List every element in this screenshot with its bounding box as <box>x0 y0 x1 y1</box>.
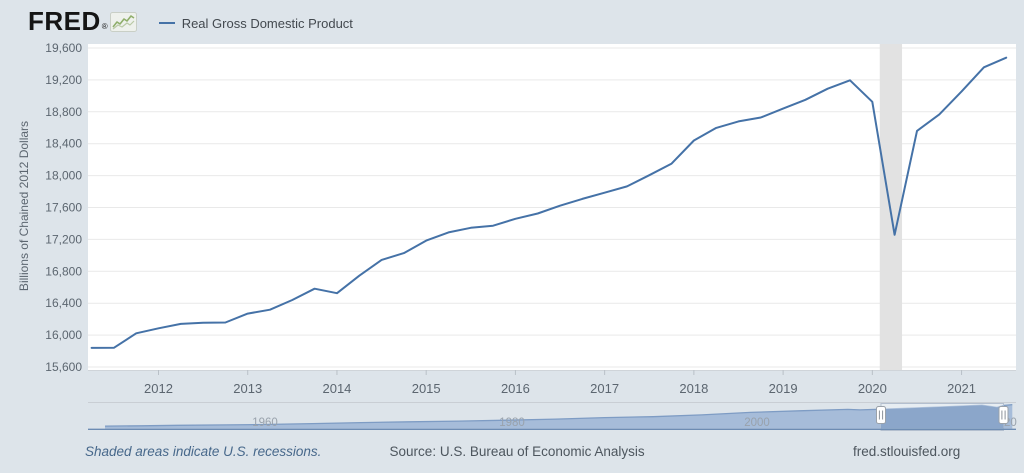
y-tick-label: 18,000 <box>45 169 82 183</box>
y-tick-label: 18,400 <box>45 137 82 151</box>
fred-logo-sparkline-icon <box>109 12 137 32</box>
x-tick-label: 2012 <box>144 381 173 396</box>
slider-area-chart <box>105 404 1013 429</box>
y-tick-label: 19,200 <box>45 73 82 87</box>
x-tick-label: 2016 <box>501 381 530 396</box>
slider-area-selected <box>881 405 1004 429</box>
fred-logo-text: FRED <box>28 6 101 36</box>
chart-legend: Real Gross Domestic Product <box>158 15 353 31</box>
recession-note-link[interactable]: Shaded areas indicate U.S. recessions. <box>85 444 322 459</box>
y-tick-label: 16,400 <box>45 296 82 310</box>
y-tick-label: 16,000 <box>45 328 82 342</box>
x-tick-label: 2021 <box>947 381 976 396</box>
source-label: Source: U.S. Bureau of Economic Analysis <box>389 444 645 459</box>
y-axis-title: Billions of Chained 2012 Dollars <box>17 120 31 292</box>
slider-handle-left[interactable] <box>876 406 886 424</box>
slider-area-line <box>104 403 1013 427</box>
x-tick-label: 2020 <box>858 381 887 396</box>
fred-site-link[interactable]: fred.stlouisfed.org <box>853 444 961 459</box>
fred-logo[interactable]: FRED ® <box>28 8 137 34</box>
y-tick-label: 17,600 <box>45 201 82 215</box>
gdp-line-chart[interactable]: 15,600 16,000 16,400 16,800 17,200 17,600 18,0… <box>0 0 1024 438</box>
footer: Shaded areas indicate U.S. recessions. S… <box>0 444 1024 464</box>
x-tick-label: 2013 <box>233 381 262 396</box>
x-tick-label: 2019 <box>769 381 798 396</box>
x-tick-label: 2017 <box>590 381 619 396</box>
header: FRED ® Real Gross Domestic Product <box>28 6 353 36</box>
slider-handle-right[interactable] <box>998 406 1009 424</box>
x-tick-label: 2018 <box>679 381 708 396</box>
y-tick-label: 17,200 <box>45 232 82 246</box>
legend-line-swatch <box>158 22 175 24</box>
gdp-line-series <box>90 56 1008 349</box>
slider-decade-label: 1960 <box>252 417 278 429</box>
y-tick-label: 16,800 <box>45 264 82 278</box>
registered-trademark-mark: ® <box>101 22 108 31</box>
x-tick-label: 2015 <box>412 381 441 396</box>
slider-decade-label: 2000 <box>744 417 770 429</box>
y-tick-label: 15,600 <box>45 360 82 374</box>
legend-series-label: Real Gross Domestic Product <box>181 15 353 31</box>
slider-decade-label: 1980 <box>499 417 525 429</box>
date-range-slider[interactable]: 1960198020002020 <box>88 402 1017 431</box>
y-tick-label: 19,600 <box>45 41 82 55</box>
y-tick-label: 18,800 <box>45 105 82 119</box>
x-tick-label: 2014 <box>322 381 351 396</box>
